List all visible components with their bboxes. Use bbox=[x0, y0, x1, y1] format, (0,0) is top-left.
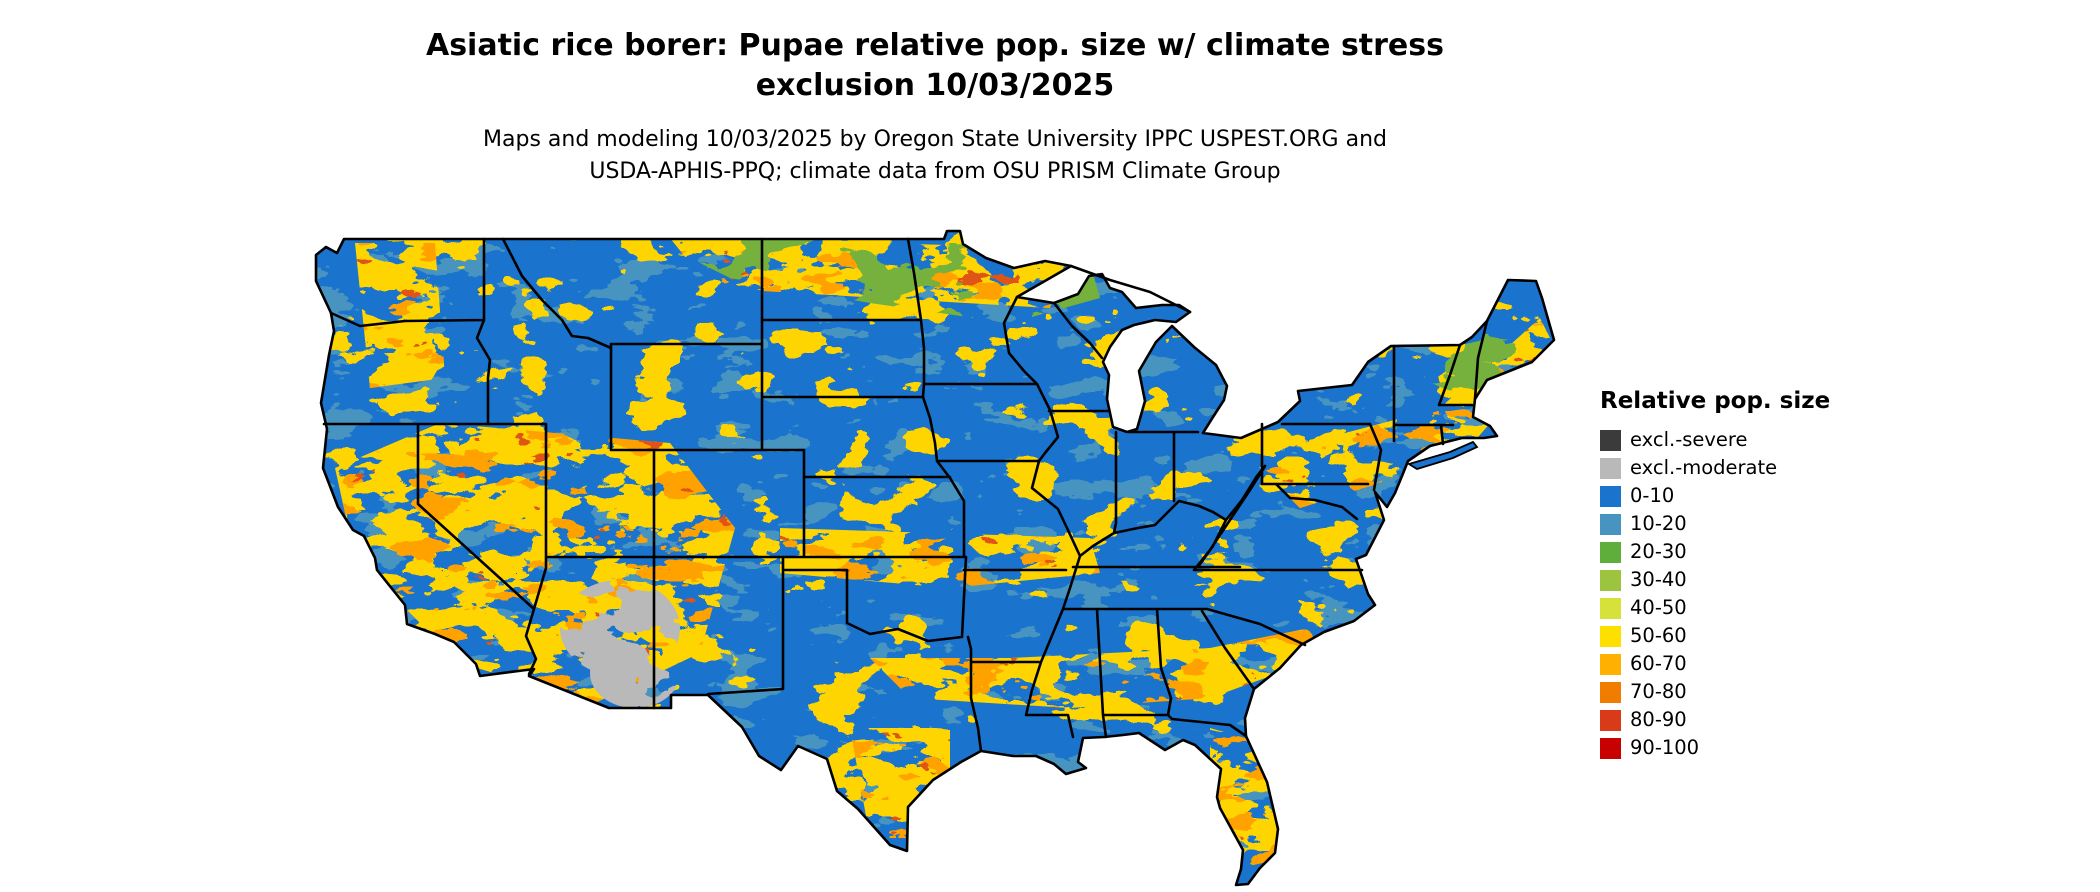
legend-label: 80-90 bbox=[1630, 708, 1687, 731]
legend-title: Relative pop. size bbox=[1600, 388, 1831, 414]
legend-label: excl.-moderate bbox=[1630, 456, 1778, 479]
legend-swatch-70-80 bbox=[1600, 681, 1621, 703]
legend-label: 50-60 bbox=[1630, 624, 1687, 647]
legend-label: 40-50 bbox=[1630, 596, 1687, 619]
map-raster-layers bbox=[316, 231, 1554, 885]
subtitle-block: Maps and modeling 10/03/2025 by Oregon S… bbox=[0, 124, 1870, 188]
legend-swatch-60-70 bbox=[1600, 653, 1621, 675]
title-block: Asiatic rice borer: Pupae relative pop. … bbox=[0, 26, 1870, 188]
legend-swatch-90-100 bbox=[1600, 737, 1621, 759]
legend-label: 0-10 bbox=[1630, 484, 1675, 507]
legend-swatch-40-50 bbox=[1600, 597, 1621, 619]
legend-swatch-50-60 bbox=[1600, 625, 1621, 647]
state-borders bbox=[322, 237, 1489, 753]
legend-label: 10-20 bbox=[1630, 512, 1687, 535]
legend-item: 70-80 bbox=[1600, 678, 1830, 706]
legend-swatch-excl-moderate bbox=[1600, 457, 1621, 479]
legend-item: 80-90 bbox=[1600, 706, 1830, 734]
us-map bbox=[310, 228, 1558, 892]
legend-label: 90-100 bbox=[1630, 736, 1700, 759]
us-outline bbox=[314, 229, 1556, 887]
legend-swatch-10-20 bbox=[1600, 513, 1621, 535]
legend-swatch-20-30 bbox=[1600, 541, 1621, 563]
long-island bbox=[1406, 440, 1479, 470]
legend-item: excl.-severe bbox=[1600, 426, 1830, 454]
map-subtitle-line2: USDA-APHIS-PPQ; climate data from OSU PR… bbox=[589, 159, 1281, 184]
legend-label: 60-70 bbox=[1630, 652, 1687, 675]
legend-item: 50-60 bbox=[1600, 622, 1830, 650]
legend-label: 20-30 bbox=[1630, 540, 1687, 563]
legend-item: 90-100 bbox=[1600, 734, 1830, 762]
legend: Relative pop. size excl.-severe excl.-mo… bbox=[1600, 388, 1830, 762]
map-subtitle-line1: Maps and modeling 10/03/2025 by Oregon S… bbox=[483, 127, 1387, 152]
legend-item: 10-20 bbox=[1600, 510, 1830, 538]
map-title-line2: exclusion 10/03/2025 bbox=[755, 68, 1115, 103]
legend-label: 30-40 bbox=[1630, 568, 1687, 591]
map-title-line1: Asiatic rice borer: Pupae relative pop. … bbox=[425, 28, 1444, 63]
legend-item: 30-40 bbox=[1600, 566, 1830, 594]
legend-item: excl.-moderate bbox=[1600, 454, 1830, 482]
legend-swatch-80-90 bbox=[1600, 709, 1621, 731]
legend-swatch-30-40 bbox=[1600, 569, 1621, 591]
legend-swatch-0-10 bbox=[1600, 485, 1621, 507]
legend-item: 0-10 bbox=[1600, 482, 1830, 510]
legend-item: 20-30 bbox=[1600, 538, 1830, 566]
legend-item: 40-50 bbox=[1600, 594, 1830, 622]
us-map-svg bbox=[314, 229, 1556, 887]
legend-swatch-excl-severe bbox=[1600, 429, 1621, 451]
legend-label: 70-80 bbox=[1630, 680, 1687, 703]
legend-label: excl.-severe bbox=[1630, 428, 1748, 451]
legend-item: 60-70 bbox=[1600, 650, 1830, 678]
